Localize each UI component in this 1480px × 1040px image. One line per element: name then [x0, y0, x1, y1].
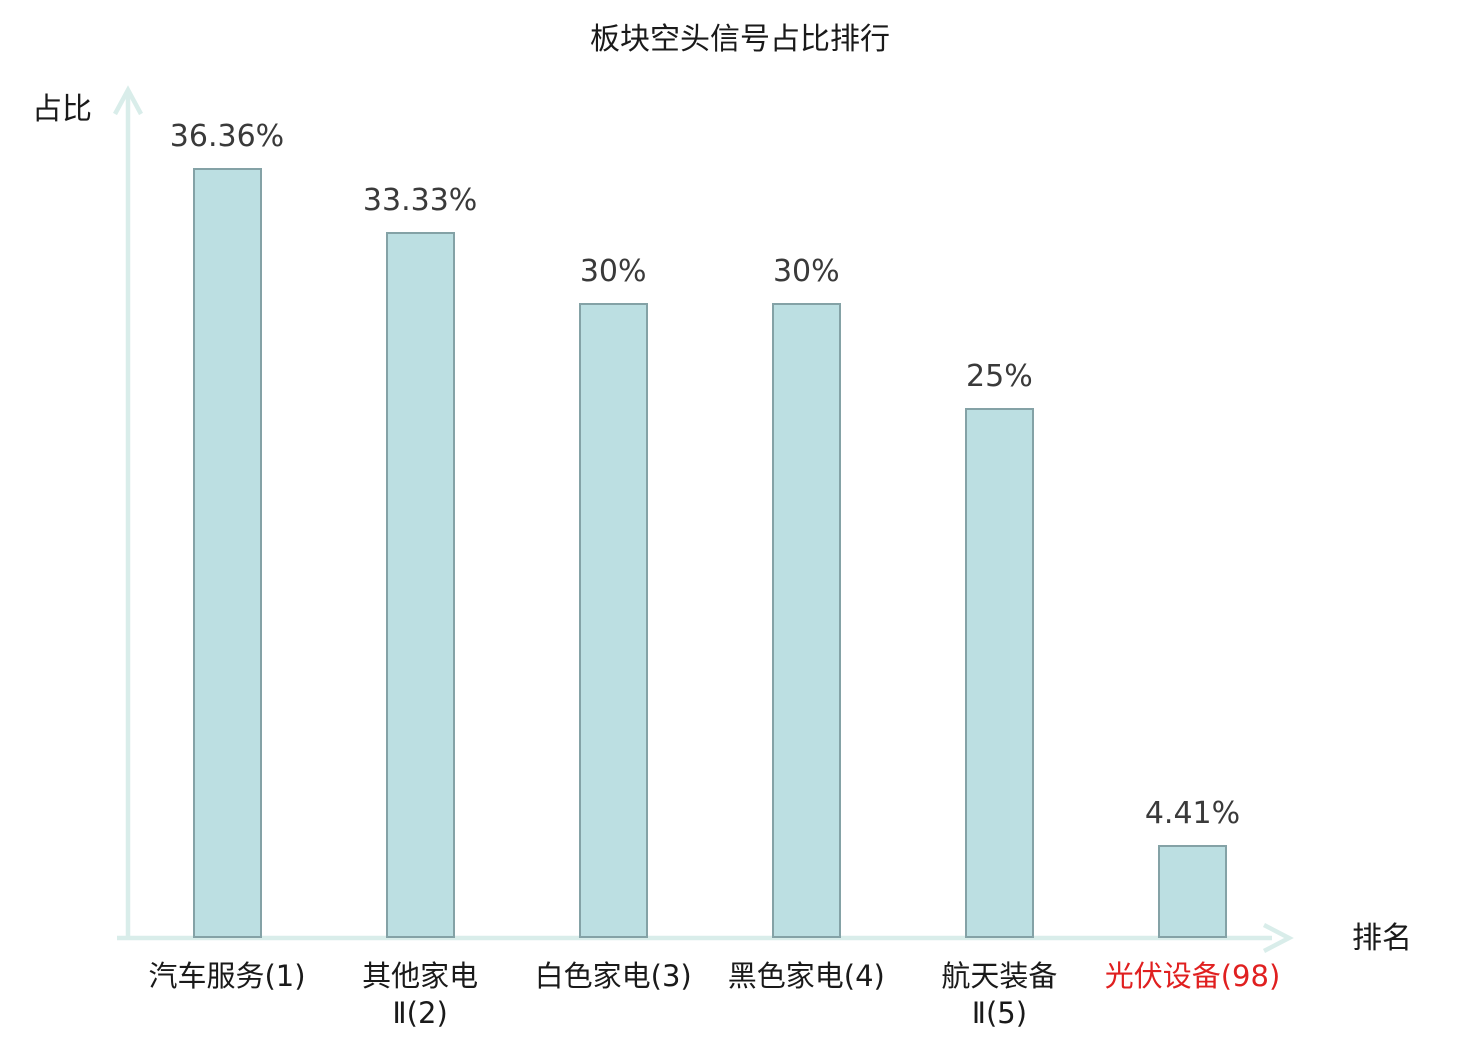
bar	[964, 408, 1034, 938]
chart-title: 板块空头信号占比排行	[590, 22, 890, 57]
x-tick-label: 其他家电 Ⅱ(2)	[362, 959, 479, 1030]
x-tick-label: 光伏设备(98)	[1104, 959, 1281, 993]
bar-value-label: 30%	[772, 254, 840, 289]
x-tick-label: 汽车服务(1)	[148, 959, 306, 993]
bar	[578, 303, 648, 938]
x-axis-title: 排名	[1352, 921, 1412, 956]
bar-value-label: 30%	[579, 254, 647, 289]
bar	[771, 303, 841, 938]
bar-value-label: 4.41%	[1144, 796, 1241, 831]
x-tick-label: 航天装备 Ⅱ(5)	[941, 959, 1058, 1030]
bar-value-label: 33.33%	[362, 183, 478, 218]
x-tick-label: 黑色家电(4)	[727, 959, 885, 993]
bar-value-label: 25%	[966, 359, 1033, 394]
bar	[192, 168, 262, 938]
bar	[385, 232, 455, 938]
bar	[1158, 845, 1227, 938]
bar-value-label: 36.36%	[169, 119, 285, 154]
y-axis-title: 占比	[32, 92, 92, 127]
x-tick-label: 白色家电(3)	[534, 959, 692, 993]
